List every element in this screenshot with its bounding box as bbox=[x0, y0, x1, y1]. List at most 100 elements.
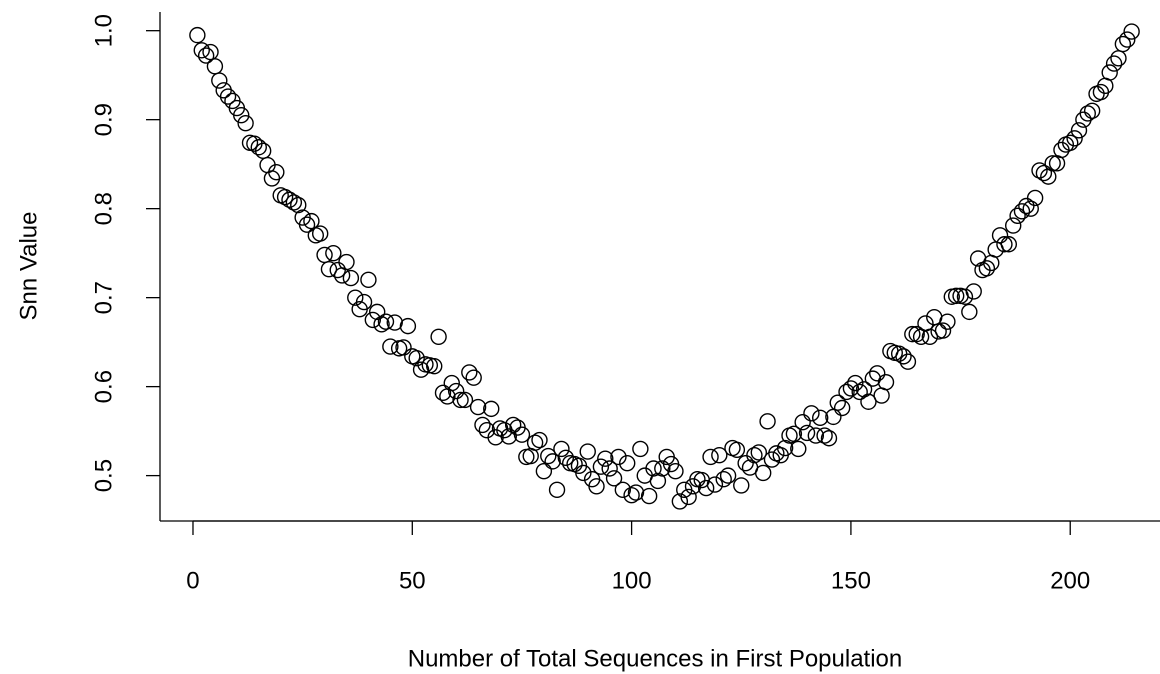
point bbox=[504, 416, 522, 434]
point bbox=[790, 440, 807, 458]
point bbox=[776, 439, 794, 457]
point bbox=[921, 328, 939, 345]
point bbox=[592, 458, 610, 475]
point bbox=[1000, 236, 1018, 253]
point bbox=[1009, 207, 1026, 224]
point bbox=[640, 487, 658, 505]
y-tick-label: 0.8 bbox=[90, 192, 117, 225]
point bbox=[1026, 189, 1044, 207]
point bbox=[1005, 217, 1022, 234]
point bbox=[1101, 64, 1118, 81]
point bbox=[632, 440, 649, 458]
point bbox=[465, 369, 482, 386]
point bbox=[610, 448, 627, 466]
point bbox=[860, 393, 877, 410]
point bbox=[1013, 203, 1031, 220]
x-tick-label: 100 bbox=[612, 567, 652, 594]
point bbox=[1062, 134, 1079, 152]
point bbox=[746, 446, 763, 464]
point bbox=[430, 328, 447, 345]
point bbox=[833, 399, 851, 417]
point bbox=[961, 303, 978, 321]
point bbox=[373, 316, 390, 333]
point bbox=[347, 289, 364, 306]
point bbox=[395, 339, 412, 356]
point bbox=[325, 244, 342, 262]
x-tick-label: 150 bbox=[831, 567, 871, 594]
point bbox=[733, 477, 750, 494]
point bbox=[605, 470, 623, 487]
y-tick-label: 0.7 bbox=[90, 281, 117, 314]
point bbox=[697, 479, 715, 497]
point bbox=[1070, 122, 1088, 139]
point bbox=[1035, 164, 1053, 182]
point bbox=[934, 322, 952, 339]
point bbox=[1119, 31, 1136, 48]
point bbox=[627, 484, 645, 501]
point bbox=[601, 460, 618, 477]
point bbox=[978, 260, 996, 277]
point bbox=[750, 444, 768, 461]
point bbox=[807, 427, 825, 444]
point bbox=[737, 454, 754, 472]
point bbox=[285, 194, 303, 211]
point bbox=[298, 216, 316, 233]
point bbox=[443, 374, 460, 392]
point bbox=[798, 424, 816, 442]
point bbox=[851, 383, 868, 401]
point bbox=[500, 428, 517, 445]
point bbox=[364, 311, 382, 329]
point bbox=[189, 26, 206, 44]
point bbox=[754, 464, 772, 482]
point bbox=[544, 453, 561, 470]
point bbox=[526, 434, 544, 451]
point bbox=[412, 361, 430, 378]
point bbox=[399, 317, 417, 335]
point bbox=[197, 47, 215, 64]
point bbox=[864, 370, 882, 387]
point bbox=[702, 448, 719, 466]
point bbox=[193, 42, 210, 59]
point bbox=[996, 236, 1013, 253]
point bbox=[553, 440, 570, 458]
point bbox=[469, 398, 487, 416]
point bbox=[939, 313, 956, 330]
point bbox=[540, 447, 557, 465]
point bbox=[794, 414, 811, 431]
point bbox=[759, 413, 776, 430]
point bbox=[434, 384, 452, 402]
point bbox=[250, 139, 267, 156]
point bbox=[408, 349, 425, 367]
point bbox=[855, 381, 873, 398]
point bbox=[820, 430, 838, 447]
point bbox=[548, 481, 566, 499]
point bbox=[219, 88, 237, 105]
point bbox=[680, 488, 697, 506]
point bbox=[895, 348, 912, 365]
point bbox=[360, 271, 377, 289]
point bbox=[452, 391, 469, 409]
point bbox=[1066, 130, 1083, 147]
point bbox=[531, 431, 548, 449]
point bbox=[338, 253, 355, 271]
point bbox=[447, 382, 465, 400]
point bbox=[377, 313, 395, 330]
point bbox=[904, 325, 921, 343]
point bbox=[614, 481, 632, 499]
point bbox=[206, 58, 224, 75]
point bbox=[877, 373, 895, 391]
point bbox=[233, 107, 250, 124]
point bbox=[1022, 200, 1039, 217]
point bbox=[991, 227, 1009, 244]
point bbox=[829, 394, 846, 411]
point bbox=[711, 446, 728, 464]
point bbox=[290, 196, 307, 214]
point bbox=[268, 163, 285, 181]
y-tick-label: 0.9 bbox=[90, 103, 117, 136]
point bbox=[956, 288, 974, 305]
point bbox=[579, 443, 596, 460]
point bbox=[654, 460, 671, 477]
y-tick-label: 0.5 bbox=[90, 459, 117, 492]
point bbox=[715, 470, 732, 488]
